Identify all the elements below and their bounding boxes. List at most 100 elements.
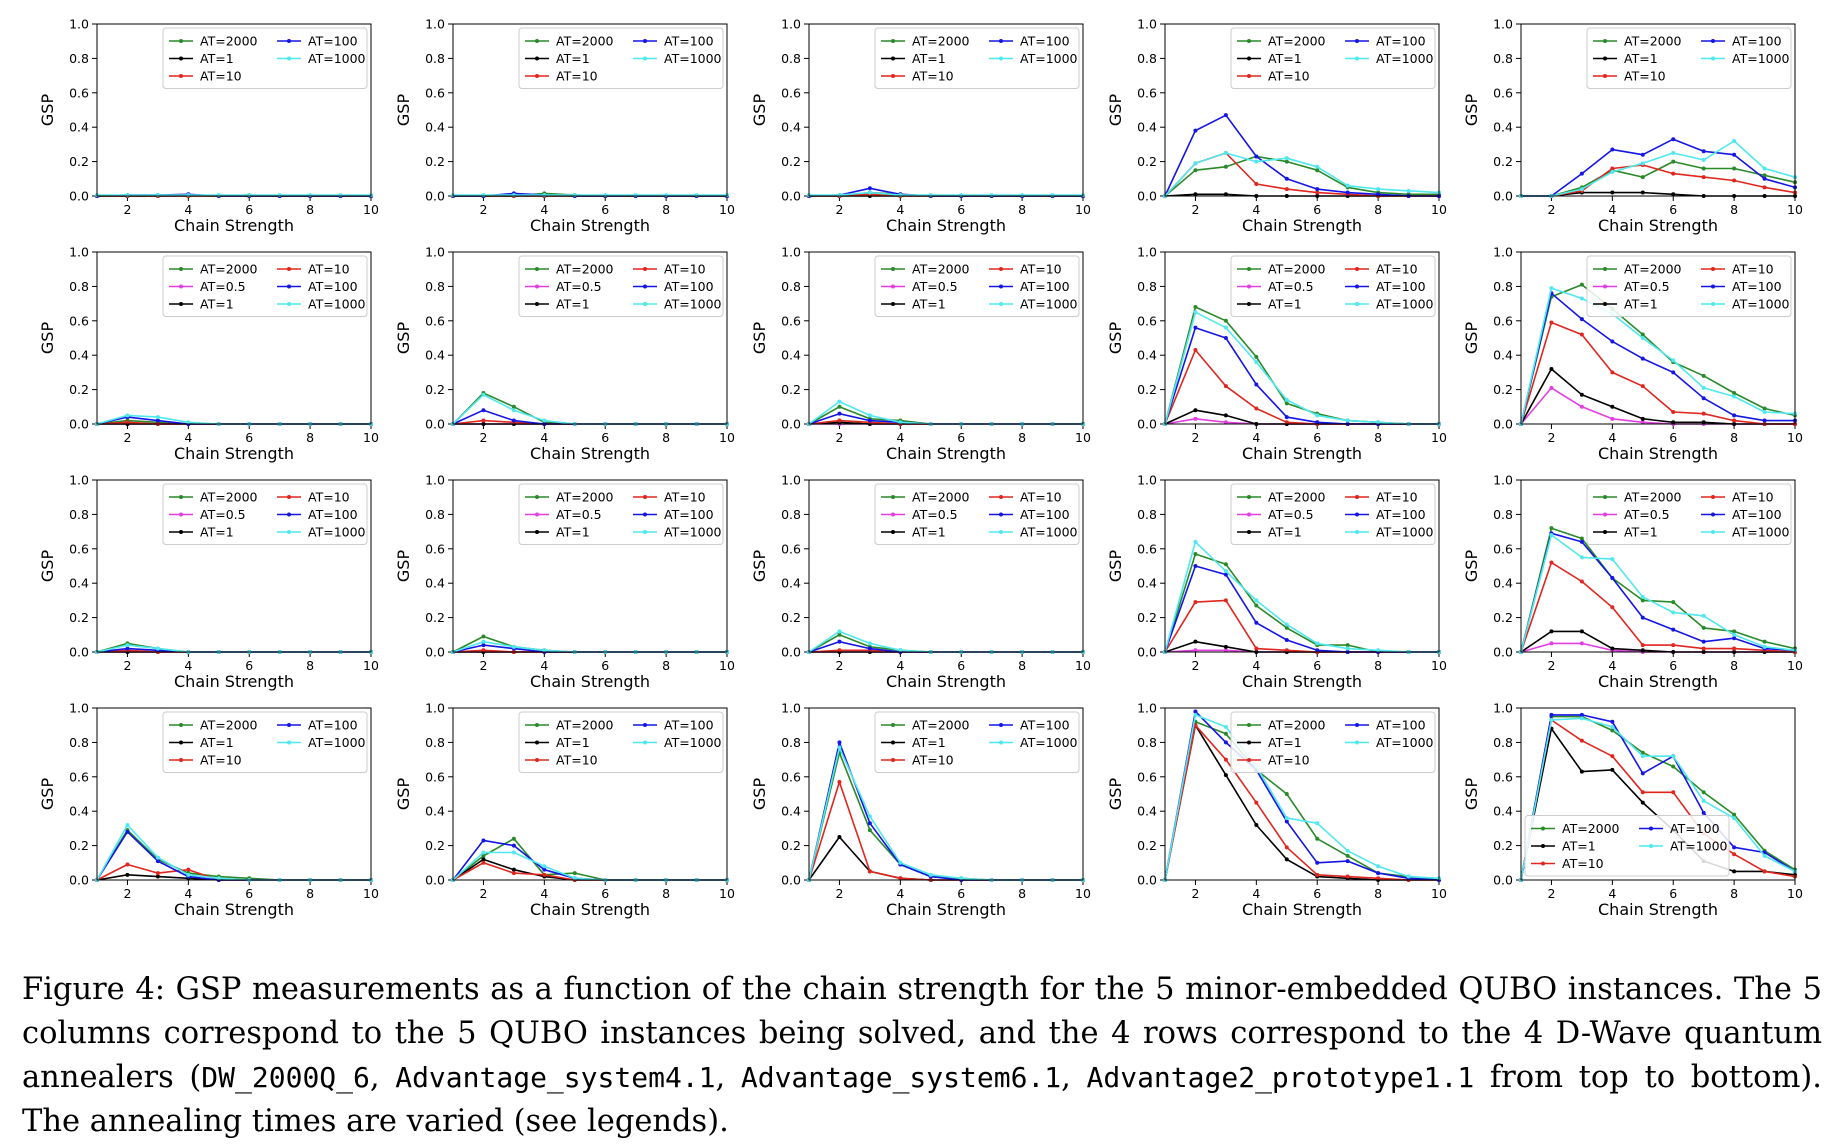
legend-marker xyxy=(1247,267,1251,271)
y-tick-label: 0.6 xyxy=(69,541,89,556)
legend: AT=2000 AT=1 AT=10 AT=100 AT=1000 xyxy=(518,711,724,773)
y-tick-label: 0.8 xyxy=(1137,51,1157,66)
x-tick-label: 2 xyxy=(479,430,487,445)
legend-label: AT=1 xyxy=(1624,51,1658,66)
legend-marker xyxy=(891,74,895,78)
legend-marker xyxy=(179,723,183,727)
legend-marker xyxy=(1711,56,1715,61)
data-point xyxy=(1701,790,1706,795)
data-point xyxy=(1762,853,1767,858)
legend-box xyxy=(874,27,1080,89)
y-tick-label: 0.4 xyxy=(1493,348,1513,363)
legend-marker xyxy=(179,56,183,61)
data-point xyxy=(1671,358,1676,363)
legend-marker xyxy=(535,39,539,43)
legend-label: AT=1000 xyxy=(1020,735,1078,750)
data-point xyxy=(1549,560,1554,565)
y-tick-label: 1.0 xyxy=(1137,701,1157,716)
legend-marker xyxy=(999,267,1003,271)
legend-marker xyxy=(1355,495,1359,499)
data-point xyxy=(1376,871,1381,876)
legend-label: AT=100 xyxy=(1376,34,1426,49)
series-line xyxy=(1520,715,1796,881)
data-point xyxy=(1376,420,1381,425)
y-tick-label: 0.8 xyxy=(1493,279,1513,294)
chart-r1-c1: 0.0 0.2 0.4 0.6 0.8 1.0 2 4 6 8 10 Chain Strength GS… xyxy=(38,17,379,236)
y-tick-label: 0.8 xyxy=(69,279,89,294)
data-point xyxy=(1315,168,1320,173)
y-tick-label: 0.4 xyxy=(69,576,89,591)
data-point xyxy=(1315,872,1320,877)
legend-label: AT=2000 xyxy=(556,34,614,49)
series-line xyxy=(1164,710,1440,881)
data-point xyxy=(481,418,486,423)
legend-label: AT=2000 xyxy=(1624,490,1682,505)
data-point xyxy=(1020,193,1025,198)
x-tick-label: 6 xyxy=(245,886,253,901)
y-tick-label: 0.2 xyxy=(781,382,801,397)
data-point xyxy=(1610,646,1615,651)
legend-marker xyxy=(1541,826,1545,831)
data-point xyxy=(867,821,872,826)
x-tick-label: 6 xyxy=(1313,430,1321,445)
legend: AT=2000 AT=1 AT=10 AT=100 AT=1000 xyxy=(1230,27,1436,89)
legend-label: AT=1000 xyxy=(308,51,366,66)
legend-label: AT=100 xyxy=(1020,34,1070,49)
legend-label: AT=10 xyxy=(556,69,598,84)
legend-marker xyxy=(1355,267,1359,271)
legend-marker xyxy=(999,302,1003,306)
legend-label: AT=1 xyxy=(556,51,590,66)
data-point xyxy=(1762,639,1767,644)
data-point xyxy=(1640,161,1645,166)
data-point xyxy=(1701,175,1706,180)
data-point xyxy=(1640,750,1645,755)
data-point xyxy=(1579,716,1584,721)
series-line xyxy=(1164,311,1439,425)
legend-label: AT=1 xyxy=(1624,525,1658,540)
legend-marker xyxy=(999,495,1003,499)
legend-label: AT=1000 xyxy=(1376,525,1434,540)
x-tick-label: 4 xyxy=(540,202,548,217)
legend-box xyxy=(162,483,368,545)
y-axis-label: GSP xyxy=(1462,94,1481,127)
legend-label: AT=1000 xyxy=(1732,51,1790,66)
legend-marker xyxy=(891,267,895,271)
data-point xyxy=(837,740,842,745)
series-line xyxy=(809,191,1083,196)
chart-r1-c4: 0.0 0.2 0.4 0.6 0.8 1.0 2 4 6 8 10 Chain Strength GS… xyxy=(1106,17,1447,236)
plot-frame xyxy=(452,707,728,881)
data-point xyxy=(1345,848,1350,853)
data-point xyxy=(1579,536,1584,541)
legend-label: AT=100 xyxy=(308,279,358,294)
legend-marker xyxy=(1711,512,1715,517)
data-point xyxy=(1223,648,1228,653)
x-tick-label: 8 xyxy=(1374,430,1382,445)
data-point xyxy=(1193,648,1198,653)
data-point xyxy=(1284,156,1289,161)
data-point xyxy=(511,404,516,409)
chart-r1-c2: 0.0 0.2 0.4 0.6 0.8 1.0 2 4 6 8 10 Chain Strength GS… xyxy=(394,17,735,236)
x-tick-label: 10 xyxy=(1787,202,1803,217)
x-tick-label: 4 xyxy=(184,886,192,901)
legend-label: AT=100 xyxy=(1732,34,1782,49)
legend-label: AT=100 xyxy=(1732,279,1782,294)
y-axis-label: GSP xyxy=(38,94,57,127)
data-point xyxy=(155,415,160,420)
x-axis-label: Chain Strength xyxy=(1242,444,1362,463)
x-tick-label: 6 xyxy=(957,202,965,217)
data-point xyxy=(481,643,486,648)
data-point xyxy=(1284,648,1289,653)
legend-label: AT=0.5 xyxy=(1268,507,1314,522)
legend-marker xyxy=(643,512,647,517)
data-point xyxy=(837,745,842,750)
data-point xyxy=(1254,382,1259,387)
x-tick-label: 4 xyxy=(1252,202,1260,217)
data-point xyxy=(1610,416,1615,421)
y-tick-label: 1.0 xyxy=(1493,245,1513,260)
data-point xyxy=(1671,192,1676,197)
y-tick-label: 0.6 xyxy=(781,541,801,556)
series-line xyxy=(1520,532,1796,653)
data-point xyxy=(1579,539,1584,544)
legend-box xyxy=(1230,27,1436,89)
plot-frame xyxy=(1520,707,1796,881)
